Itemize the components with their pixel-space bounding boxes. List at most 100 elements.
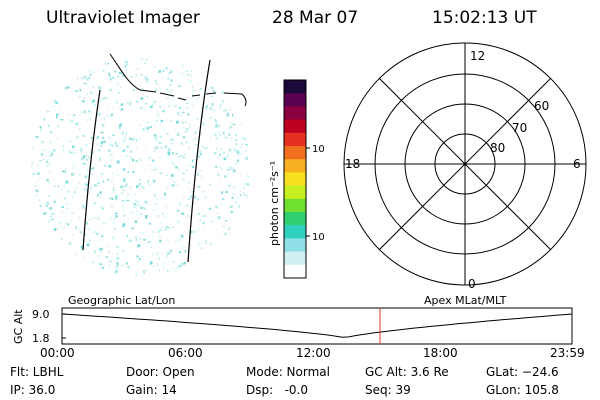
speckle [239, 189, 241, 192]
speckle [114, 141, 117, 145]
speckle [51, 219, 54, 221]
speckle [90, 173, 93, 175]
speckle [229, 127, 231, 130]
speckle [122, 118, 124, 120]
speckle [174, 240, 178, 243]
speckle [135, 273, 138, 276]
speckle [229, 205, 233, 208]
speckle [166, 174, 168, 177]
speckle [149, 261, 153, 265]
speckle [127, 266, 130, 269]
speckle [159, 123, 161, 126]
speckle [194, 154, 198, 156]
speckle [130, 76, 133, 78]
speckle [51, 152, 53, 156]
speckle [159, 229, 162, 231]
speckle [223, 136, 227, 139]
speckle [182, 178, 185, 181]
speckle [145, 168, 147, 171]
altitude-curve [61, 313, 573, 338]
speckle [108, 250, 110, 253]
speckle [57, 124, 59, 128]
speckle [167, 270, 169, 273]
speckle [65, 222, 68, 226]
speckle [215, 123, 219, 125]
speckle [153, 66, 156, 68]
speckle [109, 217, 111, 220]
speckle [170, 119, 173, 122]
speckle [109, 88, 112, 92]
speckle [110, 77, 112, 81]
speckle [178, 85, 181, 87]
speckle [185, 128, 189, 131]
speckle [230, 166, 233, 170]
speckle [96, 217, 99, 219]
speckle [198, 228, 200, 232]
speckle [168, 252, 172, 255]
speckle [84, 175, 87, 179]
speckle [79, 88, 82, 92]
speckle [201, 215, 204, 218]
speckle [169, 250, 173, 252]
speckle [221, 191, 224, 194]
speckle [135, 101, 139, 103]
speckle [190, 74, 193, 77]
speckle [125, 68, 128, 72]
speckle [80, 162, 83, 165]
speckle [127, 98, 130, 101]
filter-info: Flt: LBHL [10, 365, 64, 379]
speckle [142, 128, 145, 131]
speckle [238, 205, 240, 208]
speckle [83, 97, 86, 99]
speckle [232, 169, 236, 173]
speckle [114, 78, 117, 79]
speckle [217, 173, 220, 177]
speckle [122, 180, 126, 183]
colorbar-segment [284, 132, 306, 147]
speckle [171, 142, 174, 145]
speckle [170, 70, 173, 73]
speckle [111, 76, 114, 79]
speckle [185, 169, 188, 171]
speckle [31, 161, 34, 165]
speckle [99, 205, 103, 209]
speckle [108, 136, 111, 139]
speckle [100, 252, 102, 254]
speckle [125, 127, 127, 130]
speckle [131, 212, 135, 214]
speckle [224, 175, 227, 178]
speckle [58, 221, 61, 224]
speckle [117, 60, 120, 62]
alt-xtick-18: 18:00 [423, 346, 458, 360]
speckle [111, 155, 114, 158]
speckle [58, 185, 59, 188]
alt-xtick-23-59: 23:59 [550, 346, 585, 360]
speckle [158, 70, 161, 73]
speckle [225, 136, 228, 138]
speckle [171, 174, 173, 177]
speckle [52, 149, 56, 152]
speckle [104, 165, 107, 167]
speckle [227, 169, 231, 171]
speckle [202, 231, 204, 234]
speckle [192, 94, 195, 97]
speckle [197, 255, 200, 257]
colorbar-border [283, 79, 307, 279]
speckle [137, 198, 140, 200]
speckle [140, 124, 142, 126]
speckle [150, 246, 152, 248]
speckle [218, 106, 222, 110]
speckle [182, 111, 185, 114]
speckle [87, 251, 90, 254]
speckle [209, 116, 212, 119]
polar-plot: 12 18 6 0 60 70 80 [343, 42, 587, 291]
colorbar-segment [284, 106, 306, 121]
speckle [124, 59, 127, 62]
speckle [83, 75, 87, 79]
speckle [75, 122, 78, 126]
terminator-line-dashed [139, 89, 243, 101]
speckle [176, 134, 180, 136]
speckle [178, 113, 181, 117]
speckle [234, 161, 237, 164]
speckle [139, 205, 142, 207]
